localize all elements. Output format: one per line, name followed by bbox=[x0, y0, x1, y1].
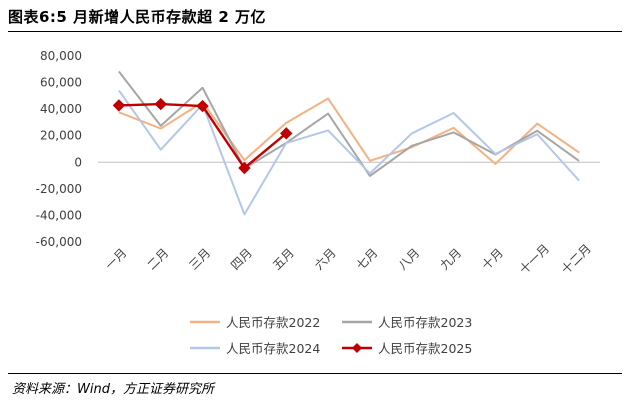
source-divider bbox=[8, 373, 622, 374]
x-tick-label: 十月 bbox=[479, 246, 506, 273]
legend-label: 人民币存款2022 bbox=[226, 315, 320, 330]
chart-legend: 人民币存款2022 人民币存款2023 人民币存款2024 人民币存款2025 bbox=[190, 315, 472, 356]
y-tick-label: -20,000 bbox=[36, 182, 82, 196]
x-tick-label: 九月 bbox=[437, 246, 464, 273]
series-line bbox=[118, 89, 580, 216]
data-point-marker bbox=[238, 161, 251, 175]
data-point-marker bbox=[280, 127, 293, 140]
x-tick-label: 五月 bbox=[270, 246, 297, 273]
y-tick-label: -40,000 bbox=[36, 208, 82, 222]
x-tick-label: 二月 bbox=[144, 246, 171, 273]
legend-label: 人民币存款2025 bbox=[378, 341, 472, 356]
legend-label: 人民币存款2024 bbox=[226, 341, 320, 356]
data-point-marker bbox=[112, 99, 126, 112]
x-tick-label: 十一月 bbox=[517, 241, 552, 276]
x-tick-label: 三月 bbox=[186, 246, 213, 273]
x-tick-label: 七月 bbox=[354, 246, 381, 273]
figure-title: 图表6:5 月新增人民币存款超 2 万亿 bbox=[8, 8, 266, 26]
series-0 bbox=[118, 97, 580, 165]
y-tick-label: 40,000 bbox=[40, 102, 82, 116]
y-tick-label: 60,000 bbox=[40, 76, 82, 90]
chart-lines bbox=[112, 70, 580, 216]
data-point-marker bbox=[196, 99, 209, 113]
legend-item: 人民币存款2023 bbox=[342, 315, 472, 330]
y-tick-label: 0 bbox=[74, 155, 82, 169]
x-tick-label: 一月 bbox=[103, 246, 130, 273]
x-tick-label: 六月 bbox=[312, 246, 339, 273]
legend-marker bbox=[352, 343, 362, 353]
series-3 bbox=[112, 97, 293, 175]
legend-item: 人民币存款2025 bbox=[342, 341, 472, 356]
legend-item: 人民币存款2022 bbox=[190, 315, 320, 330]
y-tick-label: 80,000 bbox=[40, 49, 82, 63]
title-divider bbox=[8, 31, 622, 32]
series-1 bbox=[118, 70, 580, 177]
source-note: 资料来源：Wind，方正证券研究所 bbox=[12, 382, 214, 397]
x-tick-label: 八月 bbox=[395, 246, 422, 273]
legend-item: 人民币存款2024 bbox=[190, 341, 320, 356]
data-point-marker bbox=[154, 97, 167, 111]
series-2 bbox=[118, 89, 580, 216]
chart-axes: -60,000 -40,000 -20,000 0 20,000 40,000 60,000… bbox=[36, 49, 600, 277]
y-tick-label: -60,000 bbox=[36, 235, 82, 249]
x-tick-label: 十二月 bbox=[559, 241, 594, 276]
series-line bbox=[118, 70, 580, 177]
legend-label: 人民币存款2023 bbox=[378, 315, 472, 330]
x-tick-label: 四月 bbox=[228, 246, 255, 273]
series-line bbox=[118, 97, 580, 165]
y-tick-label: 20,000 bbox=[40, 129, 82, 143]
